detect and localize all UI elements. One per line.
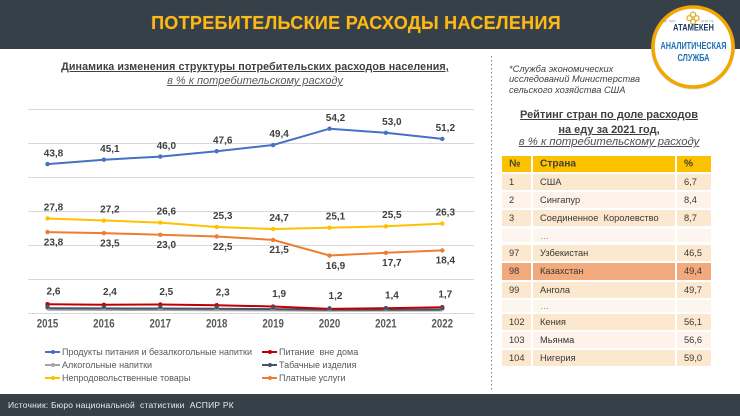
svg-text:АТАМЕКЕН: АТАМЕКЕН bbox=[673, 23, 714, 33]
svg-text:1,2: 1,2 bbox=[329, 291, 343, 302]
svg-text:25,5: 25,5 bbox=[382, 210, 402, 221]
svg-text:2,3: 2,3 bbox=[216, 287, 230, 298]
svg-text:18,4: 18,4 bbox=[436, 256, 456, 267]
svg-text:27,2: 27,2 bbox=[100, 204, 120, 215]
svg-text:47,6: 47,6 bbox=[213, 135, 233, 146]
svg-text:26,3: 26,3 bbox=[436, 207, 456, 218]
svg-text:22,5: 22,5 bbox=[213, 242, 233, 253]
svg-text:2019: 2019 bbox=[262, 317, 284, 331]
svg-text:2018: 2018 bbox=[206, 317, 228, 331]
svg-text:2021: 2021 bbox=[375, 317, 397, 331]
svg-text:1,7: 1,7 bbox=[438, 290, 452, 301]
svg-text:23,8: 23,8 bbox=[44, 237, 64, 248]
svg-text:2020: 2020 bbox=[319, 317, 341, 331]
svg-text:53,0: 53,0 bbox=[382, 117, 402, 128]
svg-text:16,9: 16,9 bbox=[326, 261, 346, 272]
svg-text:26,6: 26,6 bbox=[157, 206, 177, 217]
svg-text:46,0: 46,0 bbox=[157, 141, 177, 152]
svg-text:43,8: 43,8 bbox=[44, 148, 64, 159]
svg-text:2015: 2015 bbox=[37, 317, 59, 331]
svg-text:23,5: 23,5 bbox=[100, 238, 120, 249]
svg-text:2022: 2022 bbox=[432, 317, 454, 331]
svg-text:СЛУЖБА: СЛУЖБА bbox=[678, 53, 710, 64]
svg-text:2016: 2016 bbox=[93, 317, 115, 331]
svg-text:25,3: 25,3 bbox=[213, 211, 233, 222]
svg-text:25,1: 25,1 bbox=[326, 211, 346, 222]
svg-text:2,6: 2,6 bbox=[47, 286, 61, 297]
svg-text:2,5: 2,5 bbox=[159, 287, 173, 298]
svg-text:51,2: 51,2 bbox=[436, 123, 456, 134]
svg-text:ҚР ҰКП: ҚР ҰКП bbox=[663, 20, 676, 24]
svg-text:27,8: 27,8 bbox=[44, 202, 64, 213]
svg-text:17,7: 17,7 bbox=[382, 258, 402, 269]
svg-text:2017: 2017 bbox=[150, 317, 172, 331]
svg-text:2,4: 2,4 bbox=[103, 287, 117, 298]
svg-text:45,1: 45,1 bbox=[100, 144, 120, 155]
svg-text:24,7: 24,7 bbox=[269, 213, 289, 224]
svg-text:23,0: 23,0 bbox=[157, 240, 177, 251]
svg-text:1,9: 1,9 bbox=[272, 289, 286, 300]
svg-text:49,4: 49,4 bbox=[269, 129, 289, 140]
svg-text:АНАЛИТИЧЕСКАЯ: АНАЛИТИЧЕСКАЯ bbox=[661, 41, 727, 52]
svg-text:54,2: 54,2 bbox=[326, 113, 346, 124]
svg-text:НПП РК: НПП РК bbox=[701, 20, 715, 24]
svg-text:21,5: 21,5 bbox=[269, 245, 289, 256]
svg-text:1,4: 1,4 bbox=[385, 291, 399, 302]
